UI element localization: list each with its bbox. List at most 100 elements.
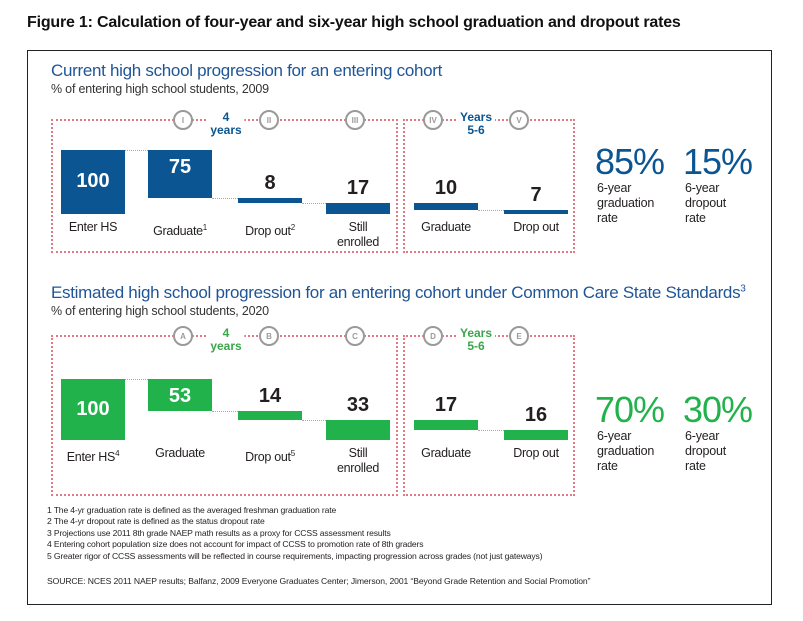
bar-category-line: enrolled (314, 461, 402, 476)
bar-connector (478, 209, 504, 211)
bar-value-label: 100 (76, 397, 110, 420)
bar-drop-out (504, 209, 568, 214)
graduation-rate-label: 6-year graduation rate (597, 181, 654, 226)
bar-value-label: 10 (434, 177, 458, 200)
bar-connector (125, 150, 148, 151)
bar-enter-hs (61, 379, 125, 440)
period-label-line: 4 (222, 326, 230, 340)
step-marker-i: I (173, 110, 193, 130)
bar-category-line: Graduate (402, 220, 490, 235)
pct-label-line: dropout (685, 444, 726, 458)
bar-category-line: Still (314, 446, 402, 461)
bar-category-text: Graduate (421, 446, 471, 460)
pct-label-line: rate (685, 459, 706, 473)
chart-subtitle: % of entering high school students, 2009 (51, 82, 269, 96)
bar-value-label: 53 (168, 385, 192, 407)
bar-value-label: 17 (346, 177, 370, 200)
bar-category-line: Drop out (492, 220, 580, 235)
dropout-rate-value: 30% (683, 389, 753, 430)
bar-category-text: Graduate (153, 224, 203, 239)
bar-category-line: Graduate (136, 446, 224, 461)
step-marker-v: V (509, 110, 529, 130)
period-label-line: 4 (222, 110, 230, 124)
step-marker-ii: II (259, 110, 279, 130)
bar-category-text: Graduate (155, 446, 205, 460)
period-label-line: years (210, 339, 242, 353)
pct-label-line: 6-year (685, 429, 720, 443)
period-label-line: 5-6 (467, 123, 485, 137)
bar-graduate (148, 379, 212, 412)
bar-value-label: 75 (168, 156, 192, 178)
pct-label-line: 6-year (597, 181, 632, 195)
step-marker-b: B (259, 326, 279, 346)
figure-title: Figure 1: Calculation of four-year and s… (27, 14, 681, 31)
bar-drop-out (238, 411, 302, 420)
bar-category-line: Graduate1 (136, 220, 224, 239)
step-marker-a: A (173, 326, 193, 346)
bar-graduate (414, 203, 478, 210)
bar-category-line: Drop out (492, 446, 580, 461)
bar-category-label: Drop out (492, 220, 580, 235)
bar-category-text: Enter HS (68, 220, 118, 234)
period-label: Years 5-6 (456, 110, 496, 137)
period-label-line: Years (459, 110, 493, 124)
figure-frame (27, 50, 772, 605)
bar-drop-out (504, 430, 568, 440)
bar-value-label: 7 (530, 183, 542, 206)
bar-category-text: Drop out (245, 224, 291, 239)
dropout-rate-label: 6-year dropout rate (685, 429, 726, 474)
footnote-ref: 4 (115, 449, 120, 458)
bar-category-text: Still (348, 220, 368, 234)
bar-graduate (148, 150, 212, 198)
bar-category-line: Drop out5 (226, 446, 314, 465)
bar-value-label: 17 (434, 393, 458, 416)
pct-label-line: dropout (685, 196, 726, 210)
bar-category-text: Enter HS (66, 450, 116, 465)
pct-label-line: 6-year (685, 181, 720, 195)
bar-graduate (414, 419, 478, 431)
bar-category-text: enrolled (336, 235, 380, 249)
pct-label-line: rate (685, 211, 706, 225)
bar-category-text: Drop out (513, 446, 559, 460)
footnote-ref: 5 (290, 449, 295, 458)
bar-category-text: Still (348, 446, 368, 460)
bar-category-text: Drop out (245, 450, 291, 465)
bar-connector (125, 379, 148, 380)
graduation-rate-value: 70% (595, 389, 665, 430)
chart-title: Current high school progression for an e… (51, 61, 442, 81)
dropout-rate-value: 15% (683, 141, 753, 182)
graduation-rate-label: 6-year graduation rate (597, 429, 654, 474)
footnote: 2 The 4-yr dropout rate is defined as th… (47, 516, 265, 527)
bar-category-label: Drop out5 (226, 446, 314, 465)
step-marker-iv: IV (423, 110, 443, 130)
pct-label-line: graduation (597, 196, 655, 210)
bar-still-enrolled (326, 203, 390, 214)
footnote: 1 The 4-yr graduation rate is defined as… (47, 505, 337, 515)
bar-category-label: Graduate (402, 446, 490, 461)
bar-category-label: Enter HS (49, 220, 137, 235)
bar-category-label: Still enrolled (314, 220, 402, 250)
chart-title-text: Estimated high school progression for an… (51, 283, 741, 302)
bar-category-label: Still enrolled (314, 446, 402, 476)
bar-category-line: enrolled (314, 235, 402, 250)
graduation-rate-value: 85% (595, 141, 665, 182)
bar-category-line: Enter HS4 (49, 446, 137, 465)
period-label-line: years (210, 123, 242, 137)
bar-category-label: Graduate1 (136, 220, 224, 239)
bar-value-label: 14 (258, 385, 282, 408)
footnote: 5 Greater rigor of CCSS assessments will… (47, 550, 543, 561)
footnote-ref: 3 (740, 283, 746, 295)
bar-category-text: Drop out (513, 220, 559, 234)
bar-connector (212, 198, 238, 199)
chart-title-text: Current high school progression for an e… (51, 61, 443, 80)
bar-category-line: Drop out2 (226, 220, 314, 239)
bar-category-label: Drop out2 (226, 220, 314, 239)
footnote-ref: 2 (290, 223, 295, 232)
source-note: SOURCE: NCES 2011 NAEP results; Balfanz,… (47, 576, 591, 586)
bar-value-label: 8 (264, 172, 276, 194)
bar-connector (212, 411, 238, 413)
bar-category-line: Still (314, 220, 402, 235)
period-label-line: 5-6 (467, 339, 485, 353)
footnote: 4 Entering cohort population size does n… (47, 539, 424, 550)
step-marker-iii: III (345, 110, 365, 130)
